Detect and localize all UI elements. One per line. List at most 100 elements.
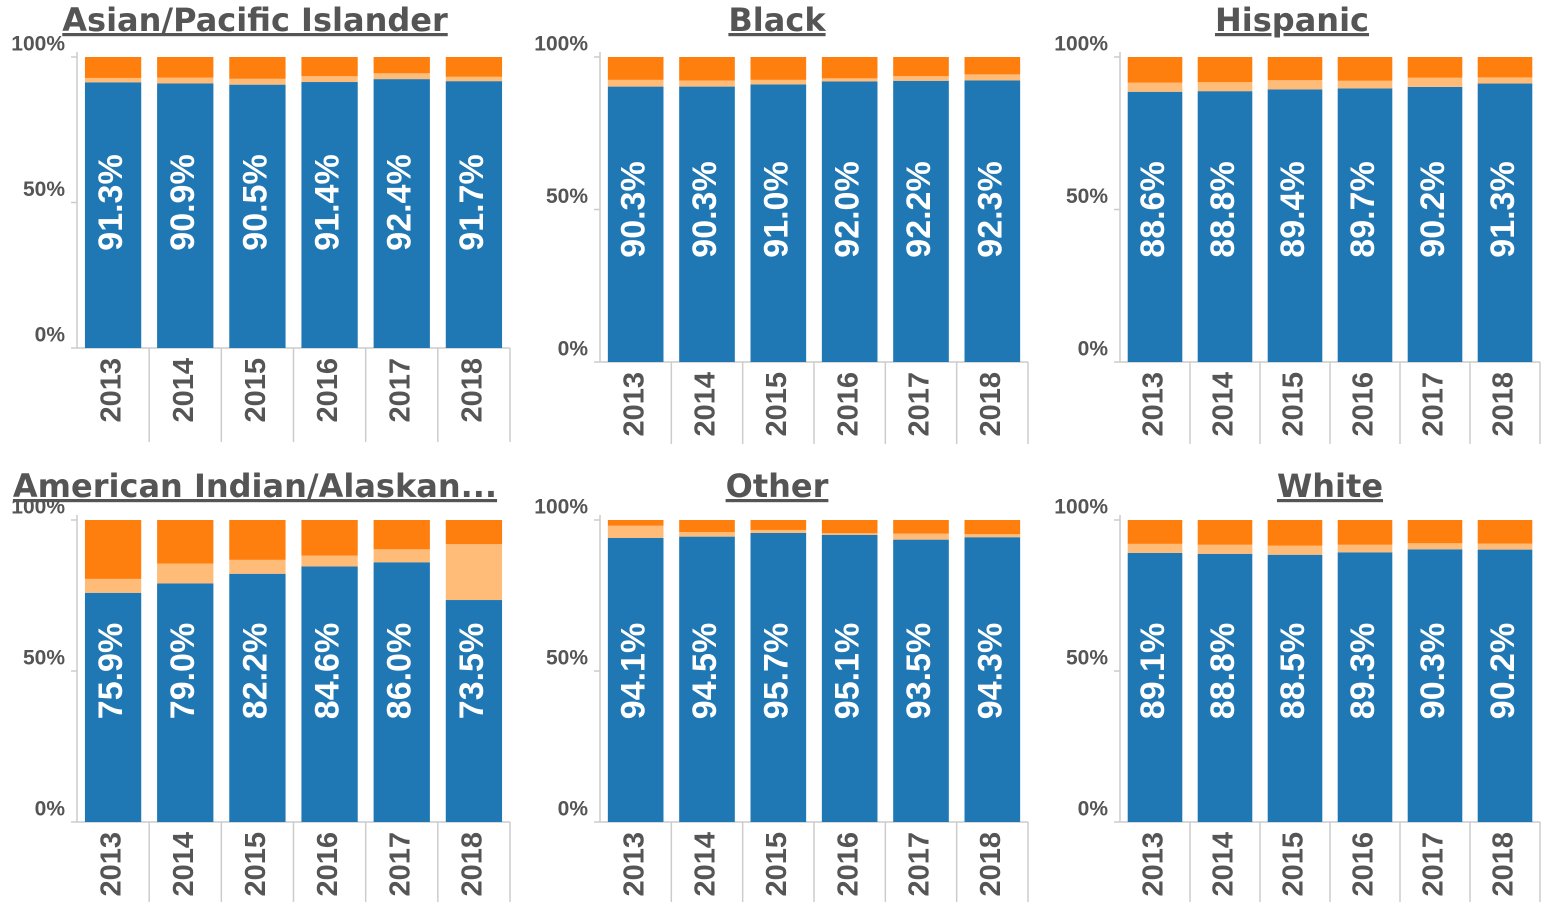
value-label: 88.8% [1204,623,1242,719]
bar-segment [301,57,358,77]
bar-segment [445,600,503,822]
value-label: 93.5% [900,623,938,719]
bar-segment [1407,86,1463,362]
y-tick-label: 50% [1066,647,1108,670]
x-tick-label: 2016 [312,358,344,423]
x-tick-label: 2017 [1418,372,1450,437]
chart-title: Hispanic [1215,1,1369,39]
y-tick-label: 100% [1054,496,1108,519]
bar-segment [964,80,1021,363]
x-tick-label: 2014 [1208,832,1240,897]
bar-segment [229,84,286,349]
y-tick-label: 0% [558,338,589,361]
bar-segment [964,537,1021,822]
value-label: 95.1% [829,623,867,719]
bar-segment [1477,77,1533,84]
x-tick-label: 2016 [832,372,864,437]
x-tick-label: 2013 [96,358,128,423]
bar-segment [373,520,430,550]
bar-segment [964,74,1021,81]
bar-segment [1407,543,1463,550]
value-label: 90.3% [615,161,653,257]
bar-segment [157,583,214,822]
bar-segment [679,520,735,533]
bar-segment [1197,91,1253,362]
x-tick-label: 2013 [1138,372,1170,437]
value-label: 88.6% [1134,161,1172,257]
chart-title: Black [728,1,826,39]
bar-segment [1337,88,1393,362]
bar-segment [445,81,503,348]
bar-segment [301,566,358,822]
value-label: 92.4% [381,154,419,250]
bar-segment [229,573,286,822]
bar-segment [964,57,1021,75]
value-label: 94.3% [971,623,1009,719]
value-label: 89.1% [1134,623,1172,719]
x-tick-label: 2014 [690,832,722,897]
bar-segment [964,520,1021,535]
bar-segment [750,84,807,362]
value-label: 89.4% [1274,161,1312,257]
bar-segment [607,525,664,538]
value-label: 88.8% [1204,161,1242,257]
bar-segment [679,536,735,822]
bar-segment [229,520,286,560]
bar-segment [373,73,430,80]
bar-segment [1127,552,1183,822]
bar-segment [373,79,430,348]
bar-segment [821,81,878,363]
bar-segment [301,520,358,556]
bar-segment [373,57,430,74]
x-tick-label: 2017 [384,832,416,897]
bar-segment [607,537,664,822]
value-label: 89.7% [1344,161,1382,257]
x-tick-label: 2014 [690,372,722,437]
bar-segment [821,78,878,82]
bar-segment [750,520,807,530]
x-tick-label: 2018 [1488,372,1520,437]
bar-segment [301,76,358,83]
value-label: 82.2% [236,623,274,719]
bar-segment [445,76,503,82]
bar-segment [607,86,664,363]
bar-segment [84,520,142,579]
bar-segment [821,533,878,535]
bar-segment [84,592,142,822]
bar-segment [1337,80,1393,89]
bar-segment [1127,543,1183,553]
x-tick-label: 2014 [1208,372,1240,437]
chart-title: White [1277,467,1383,505]
bar-segment [84,57,142,78]
bar-segment [1337,57,1393,81]
x-tick-label: 2013 [96,832,128,897]
bar-segment [1477,543,1533,550]
y-tick-label: 50% [546,647,588,670]
value-label: 89.3% [1344,623,1382,719]
y-tick-label: 0% [35,324,66,347]
bar-segment [445,57,503,77]
bar-segment [1127,91,1183,363]
y-tick-label: 100% [11,33,65,56]
x-tick-label: 2017 [904,832,936,897]
chart-title: Other [726,467,829,505]
chart-title: Asian/Pacific Islander [62,1,448,39]
x-tick-label: 2018 [975,832,1007,897]
bar-segment [1407,549,1463,822]
bar-segment [301,82,358,348]
value-label: 84.6% [309,623,347,719]
bar-segment [893,539,949,822]
value-label: 90.2% [1484,623,1522,719]
bar-segment [157,83,214,348]
bar-segment [1477,83,1533,362]
y-tick-label: 0% [1078,338,1109,361]
x-tick-label: 2016 [1348,832,1380,897]
value-label: 90.5% [236,154,274,250]
bar-segment [893,80,949,362]
bar-segment [1477,520,1533,544]
x-tick-label: 2014 [168,832,200,897]
value-label: 91.3% [1484,161,1522,257]
bar-segment [1407,57,1463,78]
bar-segment [1477,57,1533,78]
bar-segment [445,520,503,545]
